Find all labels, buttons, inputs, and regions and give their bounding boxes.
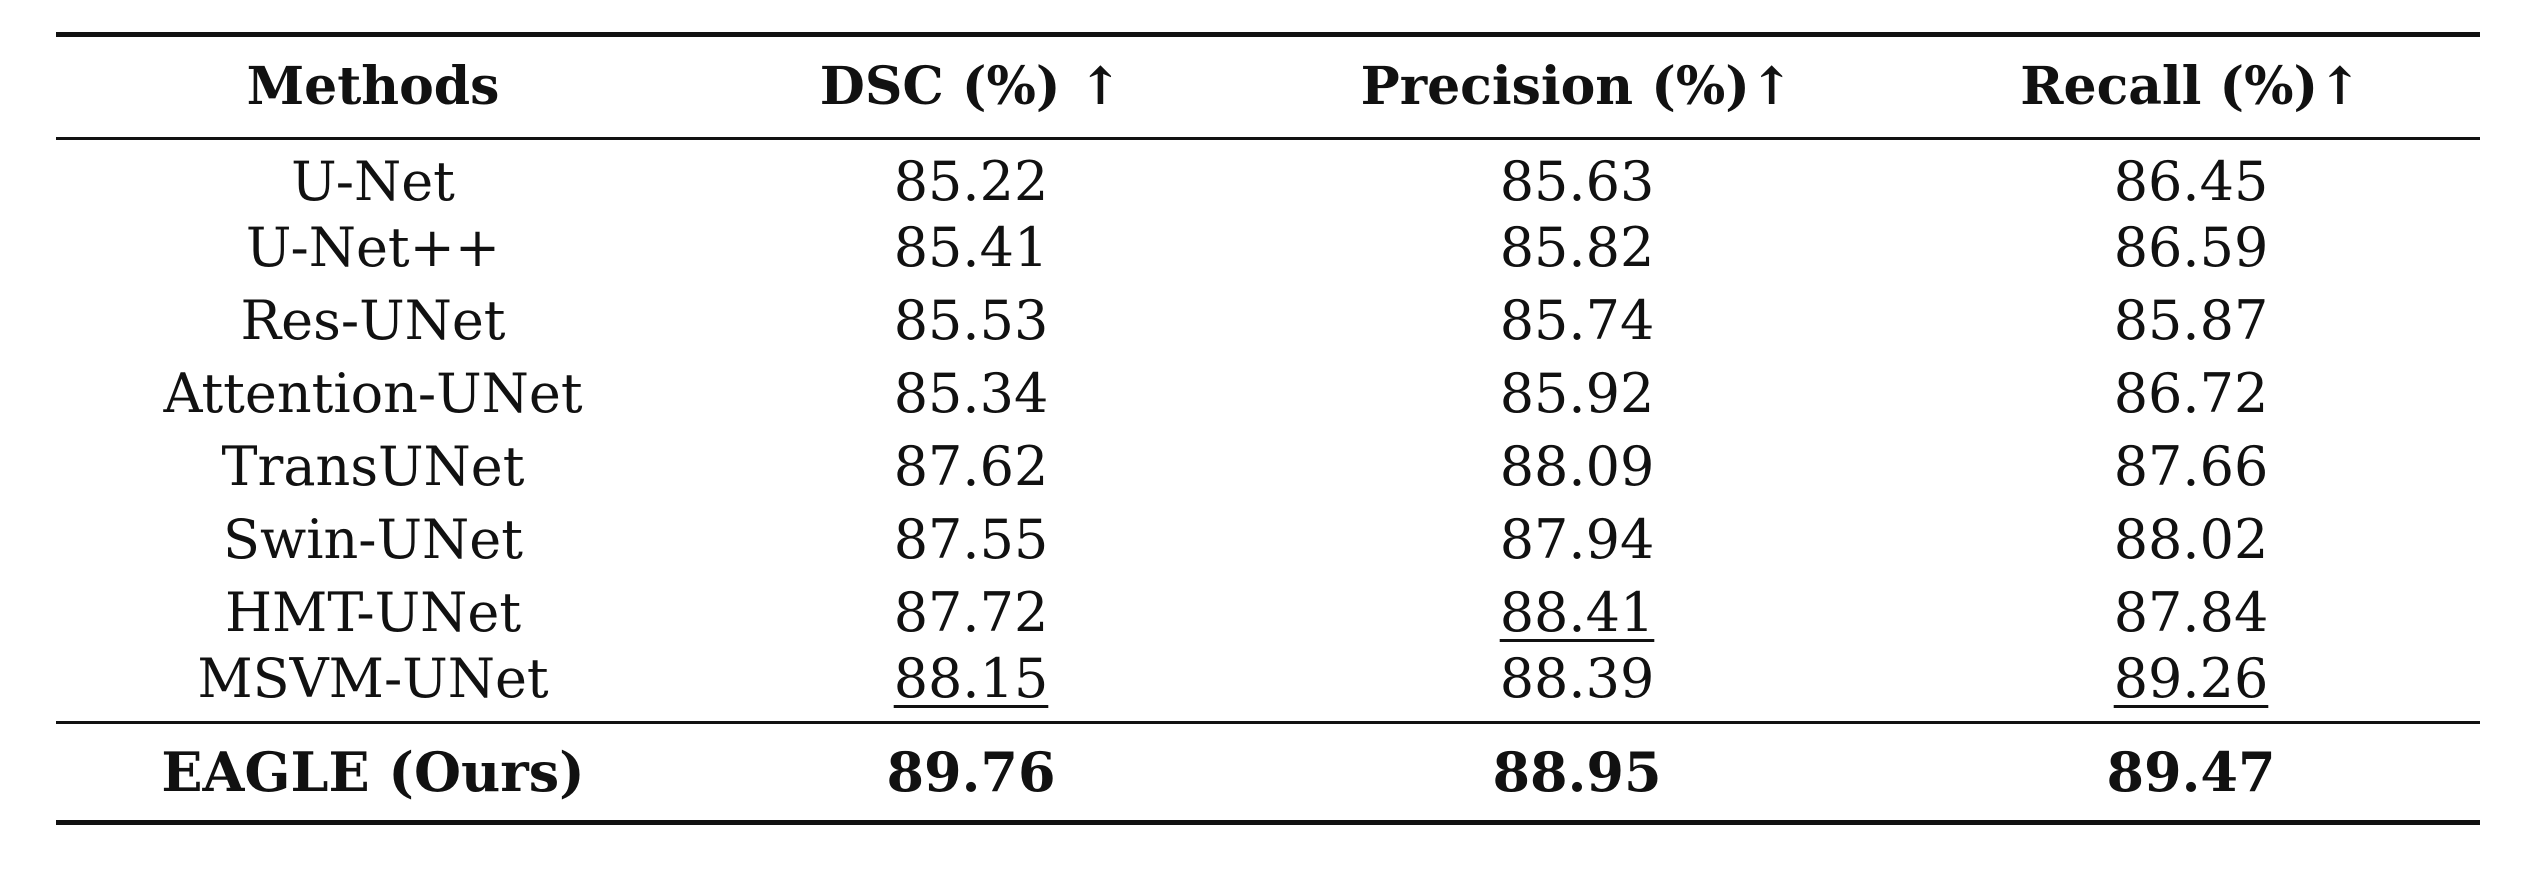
table-row: MSVM-UNet 88.15 88.39 89.26 [56, 650, 2480, 723]
header-precision: Precision (%)↑ [1360, 56, 1794, 117]
table-row: Swin-UNet 87.55 87.94 88.02 [56, 504, 2480, 577]
method-cell-ours: EAGLE (Ours) [161, 740, 585, 804]
header-recall: Recall (%)↑ [2020, 56, 2362, 117]
precision-cell-ours: 88.95 [1492, 740, 1662, 804]
precision-cell: 85.82 [1499, 216, 1655, 279]
method-cell: HMT-UNet [224, 581, 522, 644]
precision-cell: 85.63 [1499, 149, 1655, 213]
recall-cell: 88.02 [2113, 508, 2269, 571]
results-table-container: Methods DSC (%) ↑ Precision (%)↑ Recall … [56, 32, 2480, 825]
precision-cell: 88.41 [1252, 577, 1902, 650]
header-methods: Methods [246, 56, 500, 117]
table-row: U-Net 85.22 85.63 86.45 [56, 139, 2480, 212]
recall-cell: 86.45 [2113, 149, 2269, 213]
dsc-cell: 87.62 [893, 435, 1049, 498]
header-row: Methods DSC (%) ↑ Precision (%)↑ Recall … [56, 34, 2480, 139]
dsc-cell: 87.72 [893, 581, 1049, 644]
table-row: HMT-UNet 87.72 88.41 87.84 [56, 577, 2480, 650]
method-cell: Swin-UNet [223, 508, 523, 571]
precision-cell: 85.74 [1499, 289, 1655, 352]
method-cell: U-Net++ [245, 216, 501, 279]
results-table: Methods DSC (%) ↑ Precision (%)↑ Recall … [56, 32, 2480, 825]
recall-cell-ours: 89.47 [2106, 740, 2276, 804]
method-cell: U-Net [291, 149, 455, 213]
precision-cell: 88.39 [1499, 647, 1655, 711]
table-row: U-Net++ 85.41 85.82 86.59 [56, 212, 2480, 285]
dsc-cell-ours: 89.76 [886, 740, 1056, 804]
dsc-cell: 85.34 [893, 362, 1049, 425]
table-header: Methods DSC (%) ↑ Precision (%)↑ Recall … [56, 34, 2480, 139]
precision-cell: 87.94 [1499, 508, 1655, 571]
recall-cell: 86.72 [2113, 362, 2269, 425]
dsc-cell: 88.15 [690, 650, 1252, 723]
recall-cell: 89.26 [1902, 650, 2480, 723]
recall-cell: 86.59 [2113, 216, 2269, 279]
dsc-cell: 85.53 [893, 289, 1049, 352]
method-cell: Attention-UNet [163, 362, 583, 425]
ours-row: EAGLE (Ours) 89.76 88.95 89.47 [56, 722, 2480, 823]
table-body: U-Net 85.22 85.63 86.45 U-Net++ 85.41 85… [56, 139, 2480, 723]
second-best-value: 88.41 [1499, 581, 1655, 644]
table-row: Attention-UNet 85.34 85.92 86.72 [56, 358, 2480, 431]
second-best-value: 88.15 [893, 647, 1049, 711]
precision-cell: 88.09 [1499, 435, 1655, 498]
table-row: Res-UNet 85.53 85.74 85.87 [56, 285, 2480, 358]
dsc-cell: 87.55 [893, 508, 1049, 571]
table-row: TransUNet 87.62 88.09 87.66 [56, 431, 2480, 504]
ours-section: EAGLE (Ours) 89.76 88.95 89.47 [56, 722, 2480, 823]
recall-cell: 87.66 [2113, 435, 2269, 498]
dsc-cell: 85.41 [893, 216, 1049, 279]
recall-cell: 85.87 [2113, 289, 2269, 352]
recall-cell: 87.84 [2113, 581, 2269, 644]
precision-cell: 85.92 [1499, 362, 1655, 425]
second-best-value: 89.26 [2113, 647, 2269, 711]
header-dsc: DSC (%) ↑ [819, 56, 1123, 117]
method-cell: TransUNet [221, 435, 525, 498]
dsc-cell: 85.22 [893, 149, 1049, 213]
method-cell: Res-UNet [240, 289, 506, 352]
method-cell: MSVM-UNet [197, 647, 549, 711]
